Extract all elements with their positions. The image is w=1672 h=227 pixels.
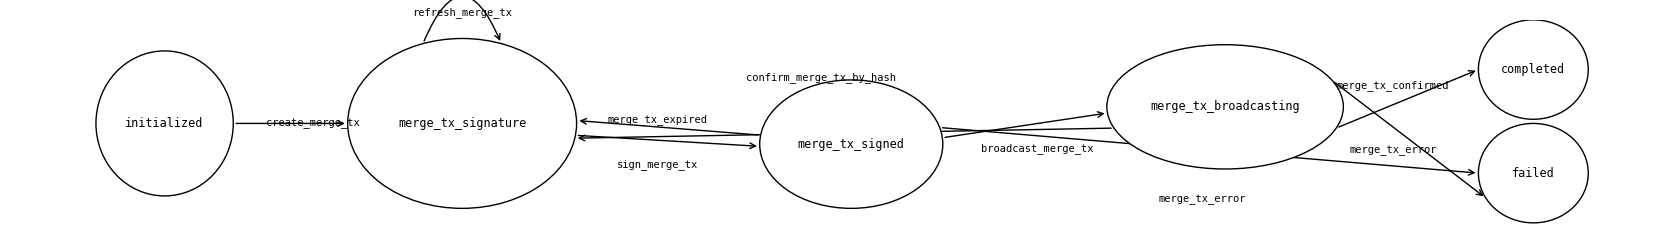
Text: confirm_merge_tx_by_hash: confirm_merge_tx_by_hash (746, 72, 896, 83)
Text: sign_merge_tx: sign_merge_tx (617, 159, 699, 170)
Text: broadcast_merge_tx: broadcast_merge_tx (981, 143, 1093, 154)
Text: refresh_merge_tx: refresh_merge_tx (413, 7, 512, 18)
Text: merge_tx_signed: merge_tx_signed (798, 138, 905, 151)
Ellipse shape (1478, 123, 1588, 223)
Text: merge_tx_expired: merge_tx_expired (607, 114, 707, 125)
Text: merge_tx_broadcasting: merge_tx_broadcasting (1150, 100, 1299, 113)
Text: failed: failed (1511, 167, 1555, 180)
Text: completed: completed (1501, 63, 1565, 76)
Ellipse shape (1478, 20, 1588, 119)
Ellipse shape (348, 39, 577, 208)
Text: merge_tx_error: merge_tx_error (1349, 145, 1436, 155)
Ellipse shape (95, 51, 234, 196)
Text: merge_tx_confirmed: merge_tx_confirmed (1336, 80, 1450, 91)
Text: initialized: initialized (125, 117, 204, 130)
Text: create_merge_tx: create_merge_tx (266, 118, 359, 129)
Ellipse shape (759, 80, 943, 208)
Text: merge_tx_error: merge_tx_error (1159, 195, 1246, 205)
Text: merge_tx_signature: merge_tx_signature (398, 117, 527, 130)
Ellipse shape (1107, 45, 1343, 169)
